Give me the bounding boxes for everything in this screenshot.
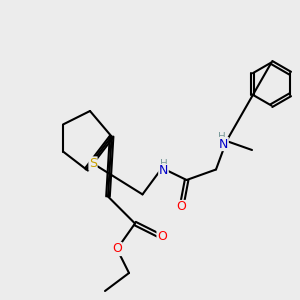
- Text: O: O: [177, 200, 186, 214]
- Text: H: H: [218, 132, 226, 142]
- Text: N: N: [159, 164, 168, 178]
- Text: N: N: [219, 137, 228, 151]
- Text: H: H: [160, 159, 167, 170]
- Text: S: S: [89, 157, 97, 170]
- Text: O: O: [157, 230, 167, 244]
- Text: O: O: [112, 242, 122, 256]
